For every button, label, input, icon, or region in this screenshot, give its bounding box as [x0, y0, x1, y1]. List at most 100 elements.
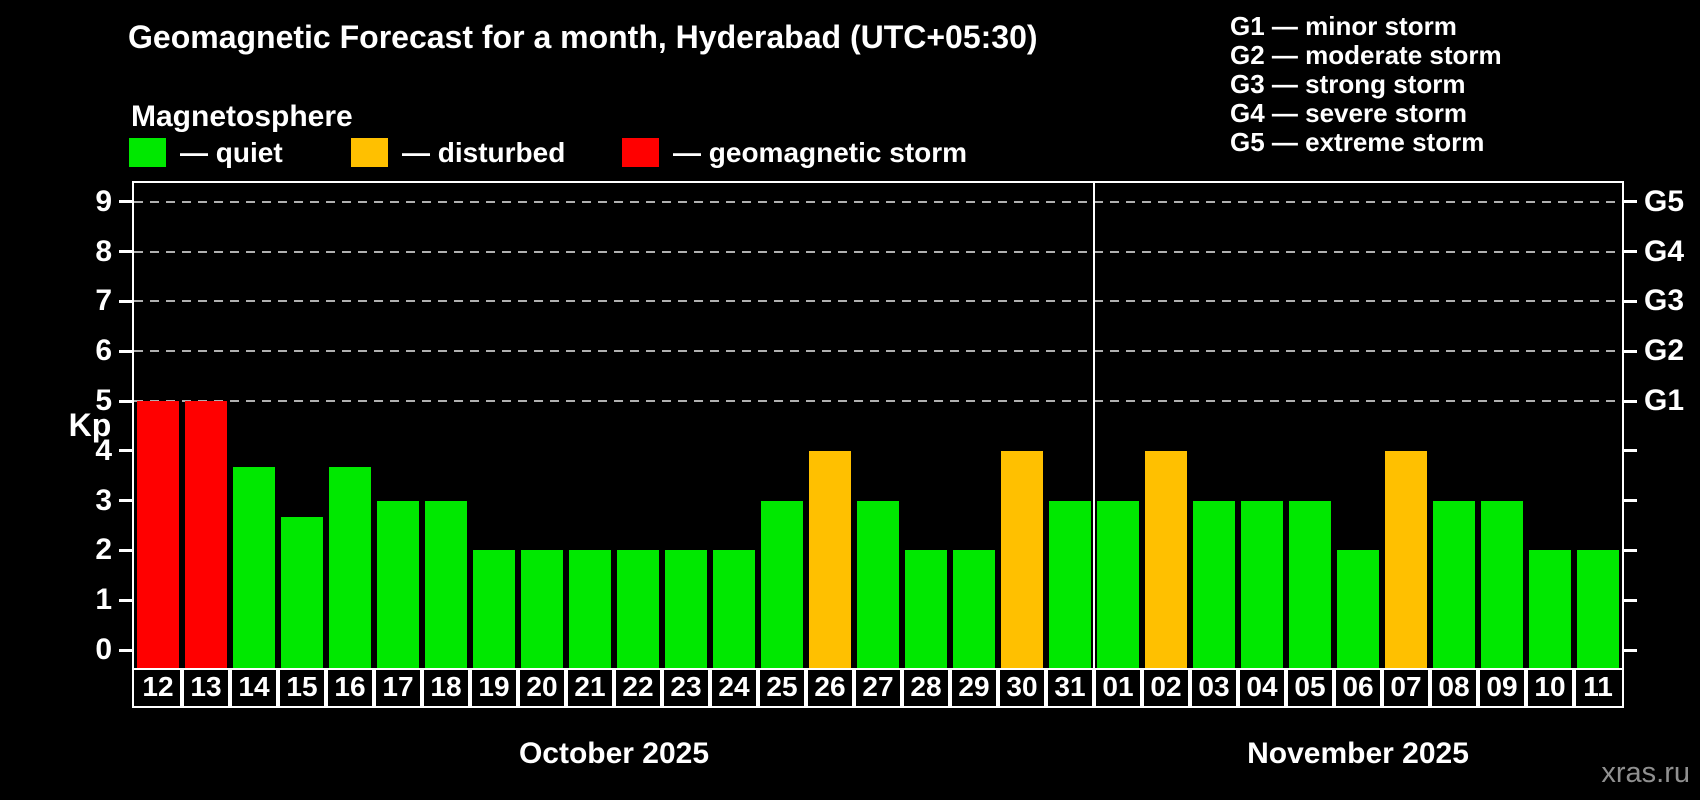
- y-tick-right: [1624, 548, 1637, 552]
- day-label-30: 30: [996, 668, 1048, 708]
- day-label-11: 11: [1572, 668, 1624, 708]
- y-tick-left: [119, 598, 132, 602]
- day-label-25: 25: [756, 668, 808, 708]
- y-tick-right: [1624, 499, 1637, 503]
- day-label-31: 31: [1044, 668, 1096, 708]
- y-tick-left: [119, 349, 132, 353]
- gridline-kp6: [134, 350, 1622, 353]
- day-label-22: 22: [612, 668, 664, 708]
- y-tick-label: 9: [95, 184, 112, 218]
- y-tick-label: 5: [95, 384, 112, 417]
- day-label-26: 26: [804, 668, 856, 708]
- y-tick-right: [1624, 598, 1637, 602]
- legend-label-disturbed: — disturbed: [402, 137, 566, 168]
- month-label-october: October 2025: [518, 737, 710, 770]
- bar-day-12: [137, 401, 179, 668]
- bar-day-05: [1289, 501, 1331, 668]
- day-label-16: 16: [324, 668, 376, 708]
- y-tick-right: [1624, 449, 1637, 453]
- bar-day-29: [953, 550, 995, 668]
- y-tick-right: [1624, 349, 1637, 353]
- day-label-15: 15: [276, 668, 328, 708]
- gridline-kp7: [134, 300, 1622, 303]
- disturbed-color-swatch: [351, 138, 388, 167]
- bar-day-11: [1577, 550, 1619, 668]
- storm-color-swatch: [622, 138, 659, 167]
- g-scale-legend: G1 — minor storm G2 — moderate storm G3 …: [1230, 12, 1502, 157]
- day-label-29: 29: [948, 668, 1000, 708]
- day-label-03: 03: [1188, 668, 1240, 708]
- bar-day-10: [1529, 550, 1571, 668]
- day-label-24: 24: [708, 668, 760, 708]
- bar-day-27: [857, 501, 899, 668]
- day-label-18: 18: [420, 668, 472, 708]
- y-tick-right: [1624, 200, 1637, 204]
- y-tick-right: [1624, 250, 1637, 254]
- chart-title: Geomagnetic Forecast for a month, Hydera…: [128, 19, 1038, 55]
- bar-day-28: [905, 550, 947, 668]
- gridline-kp5: [134, 400, 1622, 402]
- y-tick-right: [1624, 399, 1637, 403]
- bar-day-16: [329, 467, 371, 668]
- y-tick-left: [119, 200, 132, 204]
- y-tick-label: 4: [95, 433, 112, 467]
- g-axis-label-g3: G3: [1644, 284, 1685, 318]
- g-axis-label-g1: G1: [1644, 384, 1685, 417]
- bar-day-26: [809, 451, 851, 668]
- bar-day-24: [713, 550, 755, 668]
- day-label-28: 28: [900, 668, 952, 708]
- y-tick-left: [119, 399, 132, 403]
- day-label-02: 02: [1140, 668, 1192, 708]
- bar-day-20: [521, 550, 563, 668]
- y-tick-left: [119, 250, 132, 254]
- g1-legend-line: G1 — minor storm: [1230, 11, 1457, 41]
- month-separator: [1093, 183, 1095, 668]
- y-tick-left: [119, 449, 132, 453]
- day-label-23: 23: [660, 668, 712, 708]
- y-tick-left: [119, 499, 132, 503]
- bar-day-07: [1385, 451, 1427, 668]
- y-tick-label: 7: [95, 284, 112, 318]
- day-label-08: 08: [1428, 668, 1480, 708]
- y-tick-left: [119, 548, 132, 552]
- day-label-17: 17: [372, 668, 424, 708]
- legend-label-storm: — geomagnetic storm: [673, 137, 968, 168]
- g5-legend-line: G5 — extreme storm: [1230, 127, 1485, 157]
- chart-subtitle: Magnetosphere: [131, 100, 353, 133]
- bar-day-17: [377, 501, 419, 668]
- bar-day-03: [1193, 501, 1235, 668]
- day-label-01: 01: [1092, 668, 1144, 708]
- y-tick-right: [1624, 648, 1637, 652]
- bar-day-30: [1001, 451, 1043, 668]
- bar-day-01: [1097, 501, 1139, 668]
- bar-day-21: [569, 550, 611, 668]
- y-tick-left: [119, 299, 132, 303]
- day-label-13: 13: [180, 668, 232, 708]
- gridline-kp8: [134, 250, 1622, 253]
- legend-item-quiet: — quiet: [129, 138, 283, 167]
- day-label-21: 21: [564, 668, 616, 708]
- quiet-color-swatch: [129, 138, 166, 167]
- day-label-20: 20: [516, 668, 568, 708]
- g-axis-label-g4: G4: [1644, 234, 1685, 268]
- bar-day-15: [281, 517, 323, 668]
- bar-day-23: [665, 550, 707, 668]
- legend-label-quiet: — quiet: [180, 137, 283, 168]
- y-tick-right: [1624, 299, 1637, 303]
- gridline-kp9: [134, 200, 1622, 203]
- bar-day-06: [1337, 550, 1379, 668]
- month-label-november: November 2025: [1247, 737, 1469, 770]
- day-label-19: 19: [468, 668, 520, 708]
- y-tick-label: 3: [95, 483, 112, 517]
- g4-legend-line: G4 — severe storm: [1230, 98, 1468, 128]
- bar-day-31: [1049, 501, 1091, 668]
- g-axis-label-g2: G2: [1644, 334, 1685, 368]
- day-label-27: 27: [852, 668, 904, 708]
- bar-day-02: [1145, 451, 1187, 668]
- day-label-10: 10: [1524, 668, 1576, 708]
- legend-item-storm: — geomagnetic storm: [622, 138, 967, 167]
- watermark: xras.ru: [1601, 757, 1690, 789]
- day-label-07: 07: [1380, 668, 1432, 708]
- y-tick-label: 8: [95, 234, 112, 268]
- day-label-06: 06: [1332, 668, 1384, 708]
